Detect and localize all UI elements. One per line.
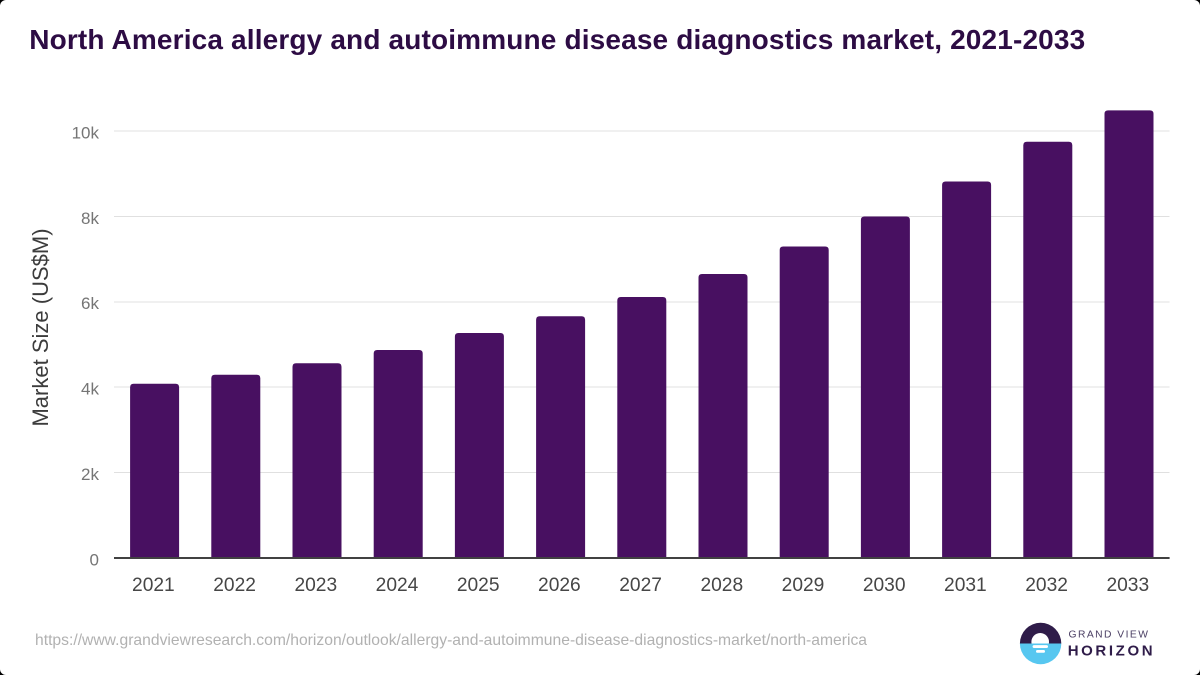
svg-text:2024: 2024 [376, 575, 419, 596]
svg-text:2023: 2023 [294, 575, 337, 596]
svg-text:10k: 10k [72, 123, 100, 142]
svg-text:4k: 4k [81, 380, 99, 399]
svg-text:2027: 2027 [619, 575, 662, 596]
svg-text:https://www.grandviewresearch.: https://www.grandviewresearch.com/horizo… [35, 632, 867, 649]
svg-text:6k: 6k [81, 294, 99, 313]
svg-text:2029: 2029 [782, 575, 825, 596]
svg-text:GRAND VIEW: GRAND VIEW [1069, 630, 1150, 641]
svg-text:2032: 2032 [1025, 575, 1068, 596]
svg-text:2k: 2k [81, 465, 99, 484]
svg-text:8k: 8k [81, 209, 99, 228]
svg-text:2030: 2030 [863, 575, 906, 596]
svg-text:2022: 2022 [213, 575, 256, 596]
svg-text:2021: 2021 [132, 575, 175, 596]
svg-text:2033: 2033 [1106, 575, 1149, 596]
svg-text:2026: 2026 [538, 575, 581, 596]
svg-text:2025: 2025 [457, 575, 500, 596]
svg-text:Market Size (US$M): Market Size (US$M) [28, 228, 53, 426]
svg-text:North America allergy and auto: North America allergy and autoimmune dis… [29, 24, 1085, 55]
svg-text:2028: 2028 [700, 575, 743, 596]
svg-text:HORIZON: HORIZON [1068, 642, 1156, 659]
svg-text:2031: 2031 [944, 575, 987, 596]
svg-text:0: 0 [90, 550, 99, 569]
